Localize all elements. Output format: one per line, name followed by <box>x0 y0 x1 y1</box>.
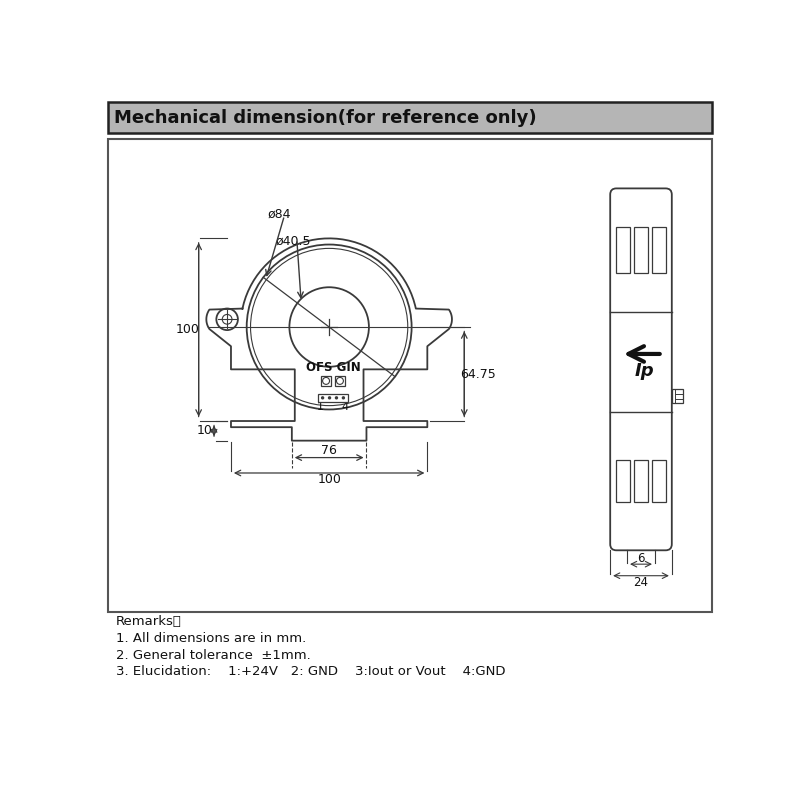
Bar <box>652 460 666 502</box>
Text: 100: 100 <box>176 323 200 336</box>
Bar <box>634 460 648 502</box>
Text: 24: 24 <box>634 576 649 589</box>
Bar <box>108 139 712 612</box>
Text: ø84: ø84 <box>267 207 291 220</box>
Text: 3. Elucidation:    1:+24V   2: GND    3:Iout or Vout    4:GND: 3. Elucidation: 1:+24V 2: GND 3:Iout or … <box>116 666 506 678</box>
Text: OFS GIN: OFS GIN <box>306 361 360 374</box>
Bar <box>318 394 348 402</box>
Bar <box>652 227 666 273</box>
Text: ø40.5: ø40.5 <box>275 234 310 247</box>
Bar <box>672 390 682 403</box>
Text: Mechanical dimension(for reference only): Mechanical dimension(for reference only) <box>114 109 537 126</box>
Text: 10: 10 <box>197 424 213 438</box>
Text: 1: 1 <box>317 402 324 412</box>
Text: 64.75: 64.75 <box>460 367 496 381</box>
Circle shape <box>334 396 338 399</box>
Text: 4: 4 <box>341 402 348 412</box>
Text: 100: 100 <box>318 474 341 486</box>
Text: 76: 76 <box>322 444 337 457</box>
Text: 2. General tolerance  ±1mm.: 2. General tolerance ±1mm. <box>116 649 310 662</box>
Bar <box>334 375 346 386</box>
Bar <box>108 102 712 133</box>
Bar <box>634 227 648 273</box>
Text: 6: 6 <box>638 551 645 565</box>
Circle shape <box>342 396 345 399</box>
Circle shape <box>328 396 331 399</box>
Text: 1. All dimensions are in mm.: 1. All dimensions are in mm. <box>116 631 306 645</box>
Bar <box>616 460 630 502</box>
Text: Remarks：: Remarks： <box>116 614 182 628</box>
Bar <box>321 375 331 386</box>
Bar <box>616 227 630 273</box>
Text: Ip: Ip <box>635 362 654 380</box>
Circle shape <box>321 396 324 399</box>
